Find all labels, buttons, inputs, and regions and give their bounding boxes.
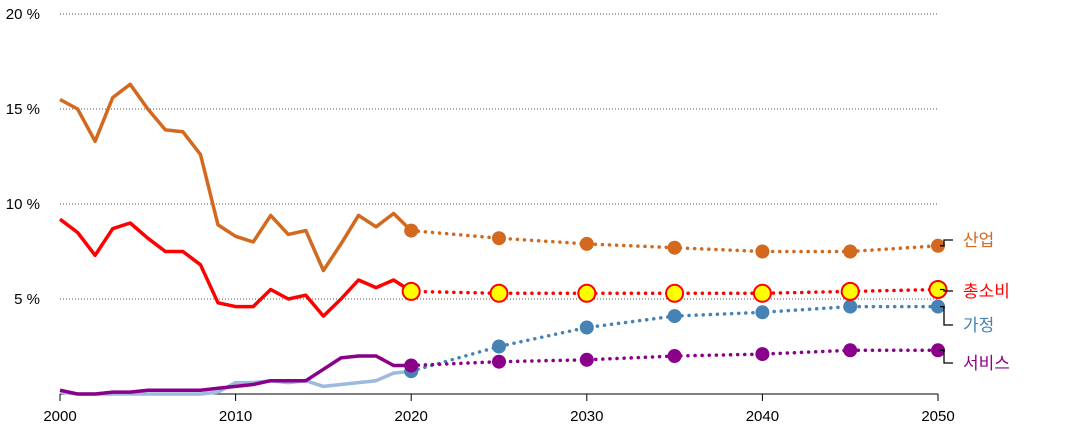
y-tick-label: 15 % bbox=[6, 101, 40, 118]
series-line-historical bbox=[59, 369, 412, 396]
series-line-historical bbox=[59, 354, 412, 396]
x-tick-label: 2030 bbox=[570, 408, 603, 425]
data-point bbox=[579, 352, 594, 367]
data-point bbox=[492, 231, 506, 246]
x-tick-label: 2040 bbox=[746, 408, 779, 425]
data-point bbox=[752, 283, 772, 303]
y-tick-label: 10 % bbox=[6, 196, 40, 213]
x-tick-label: 2000 bbox=[43, 408, 76, 425]
series-line-historical bbox=[58, 217, 413, 318]
x-tick-label: 2050 bbox=[921, 408, 954, 425]
label-leader-line bbox=[940, 305, 953, 326]
data-point bbox=[931, 299, 945, 314]
series-layer bbox=[58, 82, 948, 396]
data-point bbox=[404, 358, 419, 373]
y-tick-label: 20 % bbox=[6, 6, 40, 23]
y-tick-label: 5 % bbox=[14, 291, 40, 308]
y-axis-tick-labels: 5 % 10 % 15 % 20 % bbox=[6, 6, 40, 308]
series-0 bbox=[59, 82, 945, 273]
series-label: 서비스 bbox=[963, 354, 1010, 373]
data-point bbox=[577, 283, 597, 303]
series-label: 가정 bbox=[963, 316, 994, 335]
data-point bbox=[928, 280, 948, 299]
x-tick-label: 2020 bbox=[395, 408, 428, 425]
x-axis: 2000 2010 2020 2030 2040 2050 bbox=[43, 393, 955, 425]
series-line-historical bbox=[59, 82, 413, 273]
data-point bbox=[667, 309, 682, 324]
series-label: 총소비 bbox=[963, 282, 1010, 301]
x-tick-label: 2010 bbox=[219, 408, 252, 425]
data-point bbox=[401, 281, 421, 301]
data-point bbox=[931, 238, 945, 253]
data-point bbox=[667, 240, 682, 255]
data-point bbox=[667, 349, 682, 363]
series-3 bbox=[59, 343, 945, 396]
data-point bbox=[843, 244, 858, 259]
data-point bbox=[843, 299, 858, 314]
data-point bbox=[843, 343, 858, 358]
series-2 bbox=[59, 299, 945, 396]
data-point bbox=[755, 305, 770, 320]
label-leader-line bbox=[940, 349, 953, 364]
data-point bbox=[931, 343, 945, 358]
data-point bbox=[755, 347, 770, 362]
data-point bbox=[489, 283, 509, 303]
data-point bbox=[755, 244, 770, 259]
data-point bbox=[579, 236, 594, 251]
series-label: 산업 bbox=[963, 231, 994, 250]
data-point bbox=[579, 320, 594, 335]
data-point bbox=[492, 339, 506, 354]
data-point bbox=[665, 283, 685, 303]
label-leader-line bbox=[940, 239, 953, 247]
data-point bbox=[404, 223, 419, 238]
label-leader-line bbox=[940, 288, 953, 292]
series-1 bbox=[58, 217, 948, 318]
data-point bbox=[492, 354, 506, 369]
data-point bbox=[840, 281, 860, 301]
